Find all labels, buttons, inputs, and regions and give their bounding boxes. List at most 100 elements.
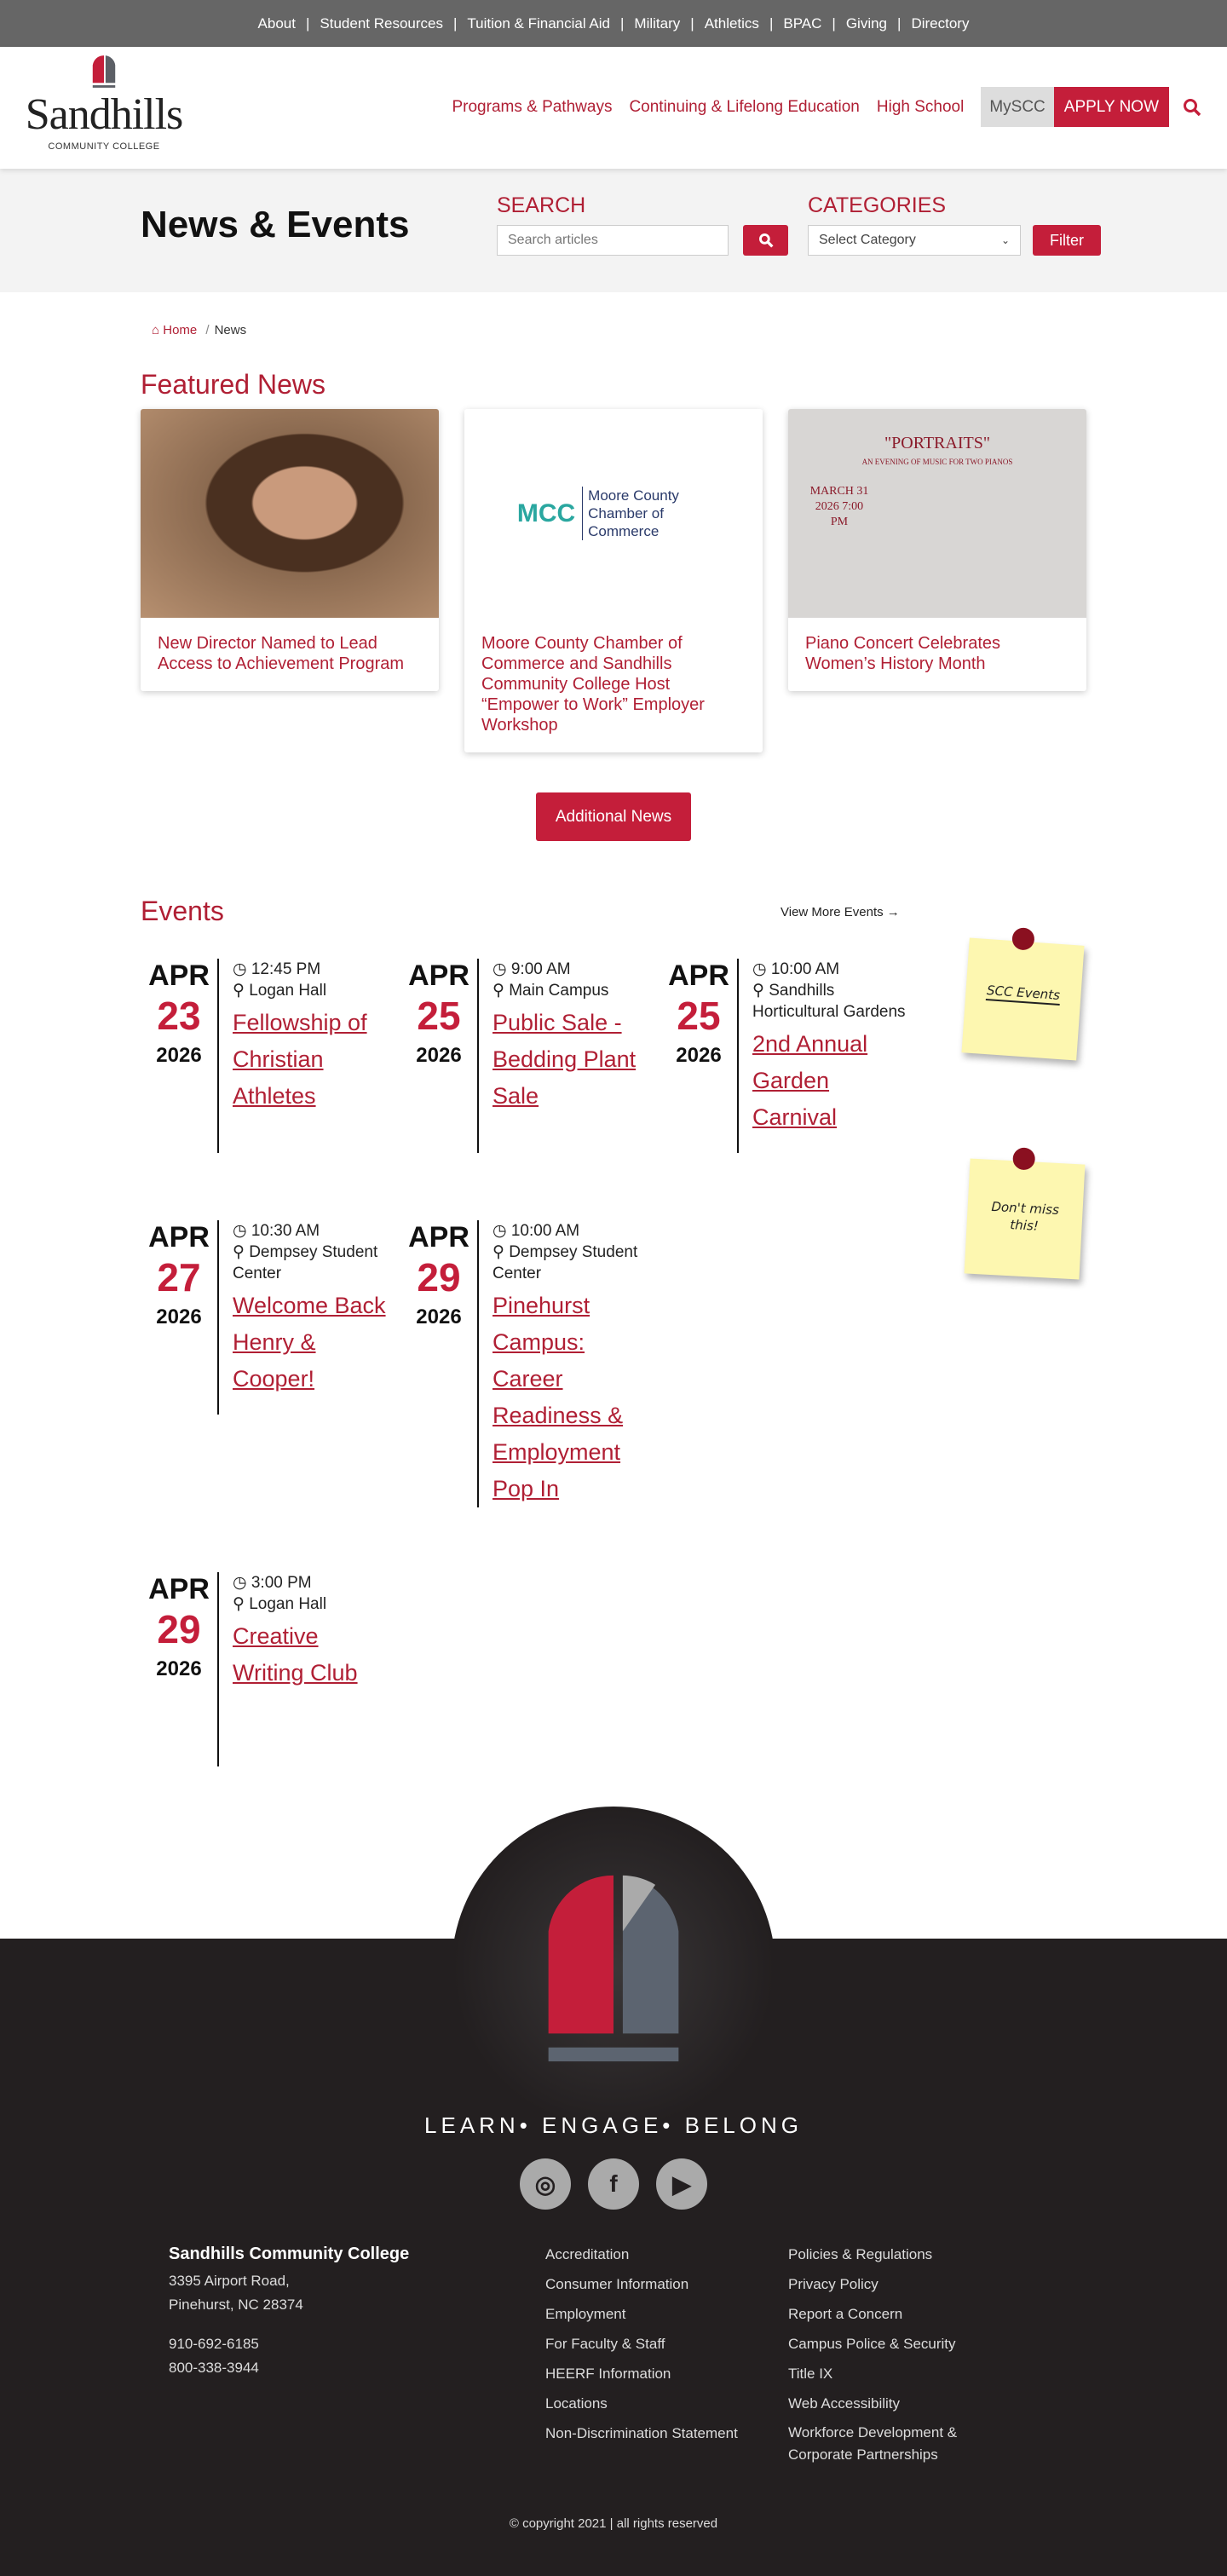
utility-nav-item[interactable]: Military	[634, 14, 681, 32]
page-title: News & Events	[141, 204, 410, 245]
event-date: APR 29 2026	[141, 1572, 217, 1766]
event-title-link[interactable]: Fellowship of Christian Athletes	[233, 1010, 367, 1109]
event-date: APR 23 2026	[141, 959, 217, 1153]
additional-news-button[interactable]: Additional News	[536, 792, 691, 841]
concert-poster: "PORTRAITS" AN EVENING OF MUSIC FOR TWO …	[788, 409, 1086, 618]
map-pin-icon: ⚲	[493, 1243, 510, 1261]
event-title-link[interactable]: Creative Writing Club	[233, 1623, 358, 1686]
footer-link[interactable]: Policies & Regulations	[788, 2246, 933, 2262]
event-location: ⚲ Logan Hall	[233, 980, 388, 1001]
footer-address-2: Pinehurst, NC 28374	[169, 2297, 303, 2313]
copyright: © copyright 2021 | all rights reserved	[509, 2516, 718, 2531]
footer-link[interactable]: Locations	[545, 2395, 608, 2412]
event-location: ⚲ Logan Hall	[233, 1593, 388, 1615]
utility-nav-item[interactable]: Student Resources	[320, 14, 443, 32]
footer-link[interactable]: Accreditation	[545, 2246, 630, 2262]
utility-nav-item[interactable]: Directory	[911, 14, 970, 32]
nav-continuing-education[interactable]: Continuing & Lifelong Education	[629, 97, 860, 116]
map-pin-icon: ⚲	[233, 1243, 250, 1261]
main-nav: Programs & Pathways Continuing & Lifelon…	[452, 87, 1201, 127]
event-year: 2026	[156, 1044, 202, 1067]
view-more-events-link[interactable]: View More Events →	[781, 905, 900, 919]
logo-mark-icon	[92, 55, 116, 88]
chamber-logo-image: MCC Moore County Chamber of Commerce	[464, 409, 763, 618]
utility-nav-item[interactable]: Tuition & Financial Aid	[467, 14, 610, 32]
event-month: APR	[668, 960, 729, 992]
categories-label: CATEGORIES	[808, 193, 947, 217]
event-title-link[interactable]: Pinehurst Campus: Career Readiness & Emp…	[493, 1293, 624, 1501]
sticky-note-text: Don't miss this!	[991, 1198, 1060, 1234]
footer-link[interactable]: Privacy Policy	[788, 2276, 878, 2292]
poster-heading: "PORTRAITS"	[884, 434, 991, 452]
news-title[interactable]: Piano Concert Celebrates Women’s History…	[805, 634, 1001, 673]
news-title[interactable]: Moore County Chamber of Commerce and San…	[481, 634, 705, 735]
event-year: 2026	[416, 1044, 462, 1067]
instagram-icon[interactable]: ◎	[520, 2158, 571, 2210]
event-details: ◷ 12:45 PM ⚲ Logan Hall Fellowship of Chri…	[217, 959, 388, 1153]
event-details: ◷ 9:00 AM ⚲ Main Campus Public Sale - Bedd…	[477, 959, 648, 1153]
news-card[interactable]: "PORTRAITS" AN EVENING OF MUSIC FOR TWO …	[788, 409, 1086, 691]
apply-now-button[interactable]: APPLY NOW	[1053, 87, 1169, 127]
youtube-icon[interactable]: ▶	[656, 2158, 707, 2210]
footer-link[interactable]: Campus Police & Security	[788, 2336, 956, 2352]
event-time: ◷ 10:00 AM	[752, 959, 907, 980]
search-label: SEARCH	[497, 193, 586, 217]
event-details: ◷ 10:00 AM ⚲ Sandhills Horticultural Gard…	[737, 959, 907, 1153]
footer-link[interactable]: Workforce Development & Corporate Partne…	[788, 2424, 958, 2463]
event-month: APR	[148, 960, 210, 992]
search-submit-button[interactable]	[743, 225, 788, 256]
events-heading: Events	[141, 896, 224, 926]
footer-link[interactable]: For Faculty & Staff	[545, 2336, 665, 2352]
home-icon: ⌂	[152, 323, 164, 337]
facebook-icon[interactable]: f	[588, 2158, 639, 2210]
nav-separator: |	[305, 14, 310, 32]
map-pin-icon: ⚲	[493, 982, 510, 1000]
footer-link[interactable]: Non-Discrimination Statement	[545, 2425, 738, 2441]
filter-button[interactable]: Filter	[1033, 225, 1101, 256]
search-icon[interactable]	[1183, 98, 1201, 117]
event-time: ◷ 12:45 PM	[233, 959, 388, 980]
clock-icon: ◷	[493, 1222, 511, 1240]
poster-sub: AN EVENING OF MUSIC FOR TWO PIANOS	[861, 458, 1013, 466]
footer-link[interactable]: Web Accessibility	[788, 2395, 901, 2412]
footer-phone-1[interactable]: 910-692-6185	[169, 2336, 259, 2352]
logo-wordmark: Sandhills	[25, 90, 184, 139]
event-location-text: Logan Hall	[249, 1595, 327, 1613]
news-card[interactable]: New Director Named to Lead Access to Ach…	[141, 409, 439, 691]
utility-nav: About | Student Resources | Tuition & Financ…	[0, 0, 1227, 47]
utility-nav-item[interactable]: BPAC	[783, 14, 822, 32]
breadcrumb-separator: /	[205, 323, 210, 337]
nav-programs[interactable]: Programs & Pathways	[452, 97, 613, 116]
search-input[interactable]: Search articles	[497, 225, 729, 256]
news-card[interactable]: MCC Moore County Chamber of Commerce Moor…	[464, 409, 763, 752]
event-year: 2026	[156, 1657, 202, 1680]
footer-link[interactable]: Consumer Information	[545, 2276, 689, 2292]
event-time: ◷ 3:00 PM	[233, 1572, 388, 1593]
event-title-link[interactable]: 2nd Annual Garden Carnival	[752, 1031, 868, 1130]
category-select[interactable]: Select Category ⌄	[808, 225, 1021, 256]
nav-high-school[interactable]: High School	[876, 97, 965, 116]
footer-link[interactable]: HEERF Information	[545, 2366, 671, 2382]
event-location-text: Dempsey Student Center	[233, 1243, 378, 1282]
utility-nav-item[interactable]: Athletics	[704, 14, 759, 32]
breadcrumb-home[interactable]: Home	[163, 323, 198, 337]
footer-link[interactable]: Title IX	[788, 2366, 833, 2382]
pushpin-icon	[1011, 926, 1035, 951]
event-year: 2026	[416, 1305, 462, 1328]
footer-link[interactable]: Employment	[545, 2306, 626, 2322]
college-logo[interactable]: Sandhills COMMUNITY COLLEGE	[10, 54, 198, 153]
footer-links-col-2: Policies & Regulations Privacy Policy Repo…	[788, 2239, 993, 2466]
footer-phone-2[interactable]: 800-338-3944	[169, 2360, 259, 2376]
breadcrumb: ⌂ Home / News	[152, 323, 246, 337]
utility-nav-item[interactable]: About	[257, 14, 296, 32]
poster-date: MARCH 31 2026 7:00 PM	[809, 485, 869, 528]
footer-logo-badge	[452, 1807, 775, 2130]
event-title-link[interactable]: Public Sale - Bedding Plant Sale	[493, 1010, 637, 1109]
myscc-button[interactable]: MySCC	[981, 87, 1054, 127]
event-time-text: 9:00 AM	[510, 960, 571, 978]
utility-nav-item[interactable]: Giving	[845, 14, 888, 32]
news-title[interactable]: New Director Named to Lead Access to Ach…	[158, 634, 405, 673]
footer-link[interactable]: Report a Concern	[788, 2306, 903, 2322]
event-day: 25	[677, 994, 721, 1038]
event-title-link[interactable]: Welcome Back Henry & Cooper!	[233, 1293, 386, 1392]
